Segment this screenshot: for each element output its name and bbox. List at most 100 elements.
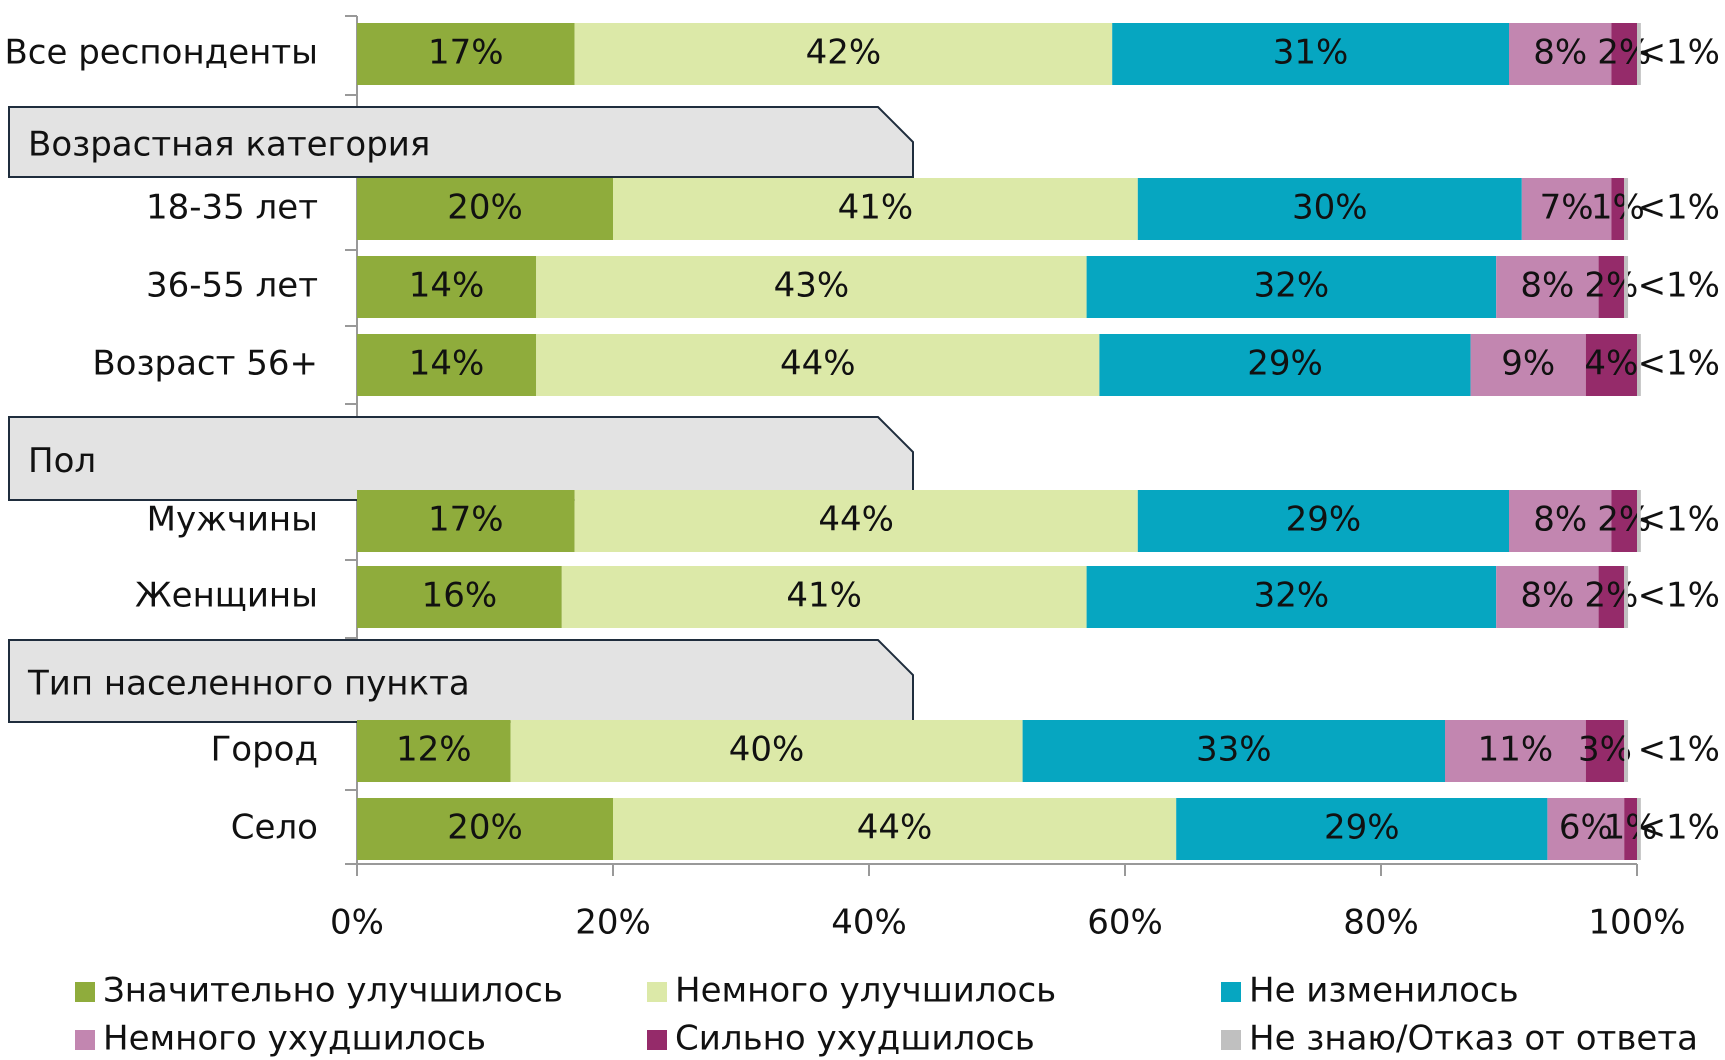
data-label: 20% [447, 188, 523, 228]
data-label: <1% [1638, 344, 1720, 384]
bar-segment [357, 23, 575, 85]
x-tick-label: 40% [831, 903, 907, 943]
bar-segment [536, 334, 1100, 396]
data-label: 44% [818, 500, 894, 540]
group-header-box [8, 639, 914, 723]
group-header-box [8, 416, 914, 501]
bar-segment [1611, 490, 1637, 552]
data-label: 4% [1584, 344, 1638, 384]
bar-segment [1509, 23, 1612, 85]
category-label: Все респонденты [4, 33, 318, 73]
bar-segment [357, 256, 537, 318]
bar-segment [1112, 23, 1509, 85]
bar-segment [1496, 566, 1599, 628]
category-label: 36-55 лет [146, 266, 318, 306]
legend-swatch [647, 982, 667, 1002]
data-label: <1% [1638, 808, 1720, 848]
bar-segment [1624, 178, 1629, 240]
data-label: 1% [1591, 188, 1645, 228]
legend-label: Не знаю/Отказ от ответа [1249, 1019, 1698, 1059]
data-label: 12% [396, 730, 472, 770]
data-label: 6% [1559, 808, 1613, 848]
legend-label: Значительно улучшилось [103, 971, 563, 1011]
data-label: 14% [409, 266, 485, 306]
bar-segment [357, 178, 613, 240]
data-label: 29% [1286, 500, 1362, 540]
data-label: 7% [1540, 188, 1594, 228]
bar-segment [1521, 178, 1612, 240]
data-label: <1% [1638, 33, 1720, 73]
bar-segment [1624, 720, 1629, 782]
data-label: 8% [1520, 576, 1574, 616]
bar-segment [1637, 23, 1641, 85]
category-label: Мужчины [147, 500, 318, 540]
bar-segment [1022, 720, 1445, 782]
data-label: <1% [1638, 266, 1720, 306]
bar-segment [561, 566, 1087, 628]
data-label: 41% [786, 576, 862, 616]
data-label: 8% [1533, 33, 1587, 73]
legend-label: Не изменилось [1249, 971, 1519, 1011]
data-label: 17% [428, 33, 504, 73]
group-header-label: Тип населенного пункта [27, 664, 470, 704]
bar-segment [1611, 178, 1625, 240]
bar-segment [1637, 334, 1641, 396]
data-label: 2% [1597, 500, 1651, 540]
x-tick-label: 80% [1343, 903, 1419, 943]
bar-segment [357, 490, 575, 552]
bar-segment [1445, 720, 1586, 782]
bar-segment [1470, 334, 1586, 396]
data-label: 20% [447, 808, 523, 848]
legend-swatch [75, 982, 95, 1002]
data-label: 3% [1578, 730, 1632, 770]
category-label: Женщины [135, 576, 318, 616]
bar-segment [536, 256, 1087, 318]
bar-segment [1099, 334, 1471, 396]
bar-segment [1637, 798, 1641, 860]
data-label: 44% [780, 344, 856, 384]
x-tick-label: 20% [575, 903, 651, 943]
legend-swatch [647, 1030, 667, 1050]
bar-segment [1086, 256, 1497, 318]
data-label: 11% [1478, 730, 1554, 770]
category-label: 18-35 лет [146, 188, 318, 228]
data-label: 41% [838, 188, 914, 228]
data-label: 2% [1597, 33, 1651, 73]
legend-label: Немного улучшилось [675, 971, 1056, 1011]
bar-segment [1137, 490, 1509, 552]
data-label: 42% [806, 33, 882, 73]
data-label: 32% [1254, 576, 1330, 616]
bar-segment [613, 178, 1138, 240]
bar-segment [1585, 334, 1637, 396]
x-tick-label: 0% [330, 903, 384, 943]
bar-segment [574, 490, 1138, 552]
bar-segment [1637, 490, 1641, 552]
data-label: <1% [1638, 730, 1720, 770]
bar-segment [613, 798, 1177, 860]
legend-swatch [75, 1030, 95, 1050]
group-header-label: Пол [28, 441, 96, 481]
data-label: 16% [422, 576, 498, 616]
bar-segment [1598, 566, 1625, 628]
category-label: Село [231, 808, 318, 848]
data-label: 29% [1324, 808, 1400, 848]
group-header-label: Возрастная категория [28, 125, 430, 165]
data-label: 40% [729, 730, 805, 770]
data-label: 9% [1501, 344, 1555, 384]
bar-segment [357, 334, 537, 396]
bar-segment [1086, 566, 1497, 628]
data-label: 2% [1584, 266, 1638, 306]
bar-segment [1176, 798, 1548, 860]
legend-label: Сильно ухудшилось [675, 1019, 1035, 1059]
bar-segment [357, 720, 511, 782]
group-header-box [8, 106, 914, 178]
data-label: 33% [1196, 730, 1272, 770]
data-label: 2% [1584, 576, 1638, 616]
data-label: 29% [1247, 344, 1323, 384]
x-tick-label: 60% [1087, 903, 1163, 943]
x-tick-label: 100% [1588, 903, 1685, 943]
data-label: 17% [428, 500, 504, 540]
data-label: <1% [1638, 576, 1720, 616]
bar-segment [510, 720, 1023, 782]
